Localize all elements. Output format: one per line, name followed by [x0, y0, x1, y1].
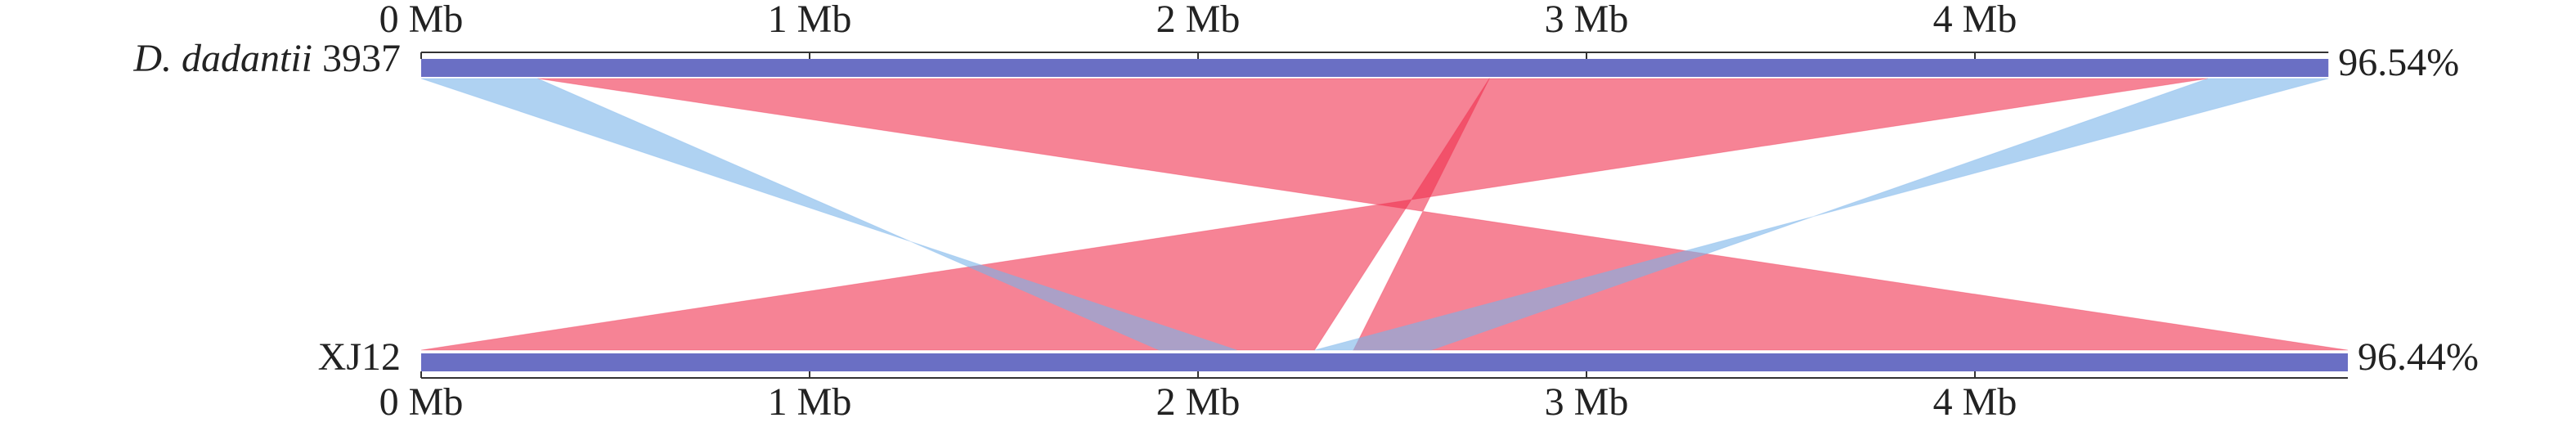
x-tick-label: 0 Mb	[379, 380, 464, 424]
synteny-block	[420, 78, 2209, 351]
strain: 3937	[322, 37, 401, 80]
species: D. dadantii	[132, 37, 312, 80]
identity-label: 96.44%	[2358, 335, 2479, 379]
x-tick-label: 3 Mb	[1545, 380, 1629, 424]
genome-label: D. dadantii 3937	[132, 37, 401, 80]
identity-label: 96.54%	[2338, 41, 2459, 84]
x-tick-label: 1 Mb	[768, 380, 852, 424]
x-tick-label: 2 Mb	[1156, 0, 1241, 41]
x-tick-label: 3 Mb	[1545, 0, 1629, 41]
genome-bar	[421, 353, 2348, 371]
genome-label: XJ12	[318, 335, 401, 379]
blocks	[420, 78, 2349, 351]
genome-bar	[421, 59, 2329, 77]
x-tick-label: 4 Mb	[1933, 0, 2017, 41]
synteny-block	[1314, 78, 2329, 351]
x-tick-label: 2 Mb	[1156, 380, 1241, 424]
x-tick-label: 0 Mb	[379, 0, 464, 41]
x-tick-label: 1 Mb	[768, 0, 852, 41]
synteny-block	[420, 78, 1237, 351]
x-tick-label: 4 Mb	[1933, 380, 2017, 424]
